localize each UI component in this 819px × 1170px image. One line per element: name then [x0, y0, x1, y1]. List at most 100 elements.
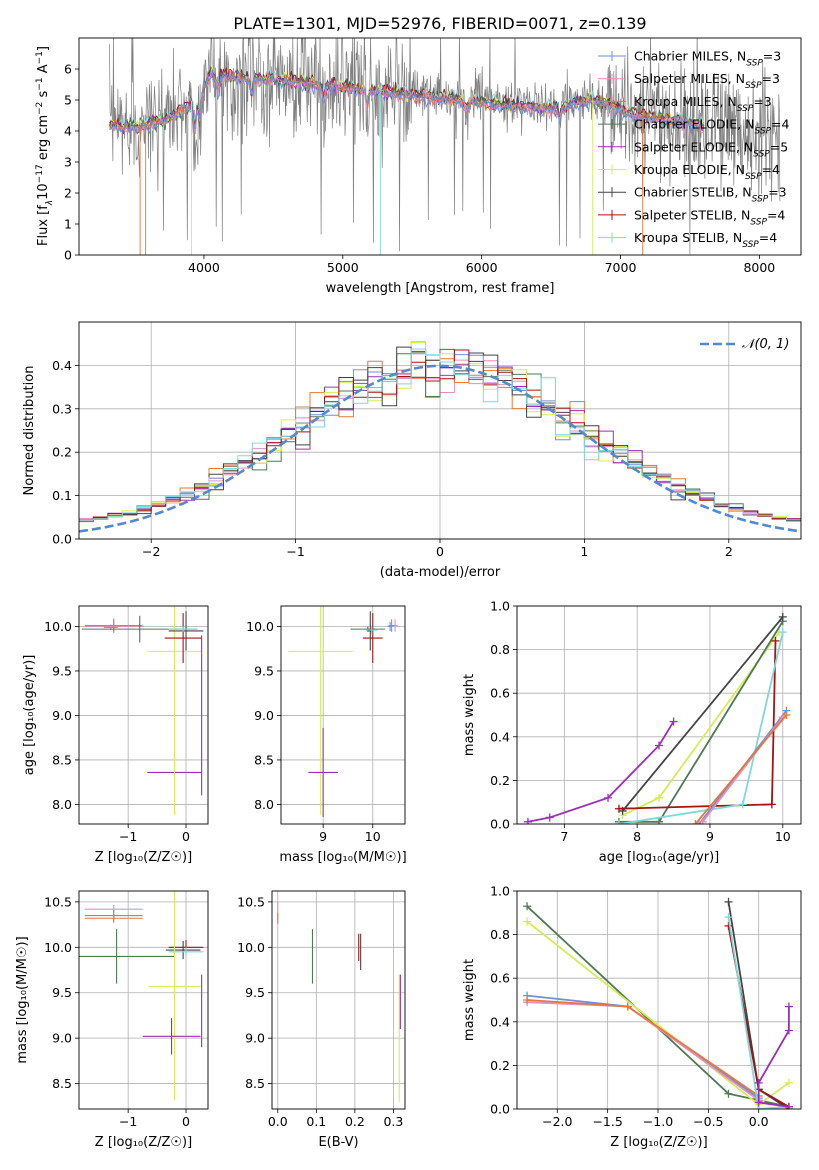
spectrum-xtick-label: 4000 — [188, 260, 220, 275]
residuals-ytick-label: 0.1 — [52, 488, 72, 503]
age_vs_mass-ticks: 9 10 8.0 8.5 9.0 9.5 10.0 — [246, 619, 381, 844]
weight_vs_age-marker-salpeter-elodie — [604, 793, 613, 802]
mass_vs_EBV-xtick-label: 0.0 — [268, 1114, 288, 1129]
spectrum-ylabel-part: λ — [45, 200, 55, 206]
mass_vs_Z-xlabel: Z [log₁₀(Z/Z☉)] — [95, 1135, 192, 1150]
spectrum-ytick-label: 1 — [64, 217, 72, 232]
mass_vs_EBV-ytick-label: 9.5 — [245, 985, 265, 1000]
residuals-axes: −2 −1 0 1 2 0.0 0.1 0.2 0.3 0.4 (data-model)/error… — [22, 321, 802, 580]
residuals-ytick-label: 0.3 — [52, 401, 72, 416]
legend-label-sub: SSP — [745, 172, 762, 182]
spectrum-model-chabrier-miles — [109, 70, 705, 136]
weight_vs_age-marker-salpeter-stelib — [771, 636, 780, 645]
age_vs_mass-xlabel: mass [log₁₀(M/M☉)] — [279, 850, 406, 865]
residuals-ytick-label: 0.4 — [52, 358, 72, 373]
mass_vs_EBV-ticks: 0.0 0.1 0.2 0.3 8.5 9.0 9.5 10.0 10.5 — [237, 894, 403, 1129]
weight_vs_age-ytick-label: 0.2 — [490, 773, 510, 788]
residuals-xtick-label: 2 — [725, 544, 733, 559]
weight_vs_age-xtick-label: 10 — [775, 829, 791, 844]
residuals-xtick-label: 1 — [580, 544, 588, 559]
mass_vs_Z-grid — [79, 891, 208, 1109]
age_vs_Z-ytick-label: 8.5 — [52, 752, 72, 767]
weight_vs_age-line-kroupa-elodie — [622, 631, 780, 817]
legend-label-salpeter-stelib: Salpeter STELIB, NSSP=4 — [634, 207, 785, 227]
mass_vs_EBV-ytick-label: 9.0 — [245, 1031, 265, 1046]
legend-label-sub: SSP — [752, 195, 769, 205]
age_vs_Z-ytick-label: 8.0 — [52, 797, 72, 812]
age_vs_Z-ylabel: age [log₁₀(age/yr)] — [22, 655, 37, 776]
mass_vs_Z-ticks: −1 0 8.5 9.0 9.5 10.0 10.5 — [44, 894, 190, 1129]
spectrum-ylabel-part: s — [36, 90, 51, 101]
weight_vs_Z-xtick-label: −1.5 — [592, 1114, 622, 1129]
legend-label-sub: SSP — [745, 81, 762, 91]
age_vs_Z-plot — [81, 606, 204, 816]
weight_vs_Z-marker-chabrier-elodie — [724, 1089, 733, 1098]
mass_vs_EBV-grid — [272, 891, 405, 1109]
residuals-ylabel: Normed distribution — [22, 366, 37, 496]
weight_vs_Z-marker-salpeter-elodie — [784, 1026, 793, 1035]
weight_vs_Z-xtick-label: 0.0 — [749, 1114, 769, 1129]
mass_vs_EBV-axes: 0.0 0.1 0.2 0.3 8.5 9.0 9.5 10.0 10.5 E(B-V) — [237, 890, 406, 1150]
weight_vs_age-ticks: 7 8 9 10 0.0 0.2 0.4 0.6 0.8 1.0 — [490, 599, 791, 845]
mass_vs_Z-frame — [78, 890, 209, 1110]
weight_vs_Z-axes: −2.0 −1.5 −1.0 −0.5 0.0 0.0 0.2 0.4 0.6 0.8 1.0 Z [… — [462, 884, 802, 1150]
mass_vs_EBV-plot — [277, 901, 401, 1102]
legend-label-chabrier-stelib: Chabrier STELIB, NSSP=3 — [634, 185, 787, 205]
weight_vs_age-axes: 7 8 9 10 0.0 0.2 0.4 0.6 0.8 1.0 age [log₁₀(age/yr… — [462, 599, 802, 865]
weight_vs_age-marker-salpeter-miles — [698, 817, 707, 824]
weight_vs_Z-xtick-label: −2.0 — [542, 1114, 572, 1129]
legend-label-chabrier-elodie: Chabrier ELODIE, NSSP=4 — [634, 117, 789, 137]
residuals-ytick-label: 0.0 — [52, 532, 72, 547]
mass_vs_Z-ylabel: mass [log₁₀(M/M☉)] — [15, 936, 30, 1063]
age_vs_mass-axes: 9 10 8.0 8.5 9.0 9.5 10.0 mass [log₁₀(M/M☉)] — [246, 605, 407, 865]
legend-label-n: =5 — [770, 139, 788, 154]
legend-label-text: Salpeter STELIB, N — [634, 207, 750, 222]
age_vs_mass-ytick-label: 9.0 — [254, 708, 274, 723]
weight_vs_age-marker-kroupa-stelib — [778, 628, 787, 637]
age_vs_mass-xtick-label: 9 — [319, 829, 327, 844]
residuals-ticks: −2 −1 0 1 2 0.0 0.1 0.2 0.3 0.4 — [52, 358, 733, 559]
weight_vs_age-marker-kroupa-miles — [782, 711, 791, 719]
legend-label-text: Salpeter ELODIE, N — [634, 139, 753, 154]
weight_vs_Z-marker-kroupa-stelib — [724, 913, 733, 922]
mass_vs_Z-xtick-label: −1 — [119, 1114, 137, 1129]
legend-label-text: Kroupa MILES, N — [634, 94, 737, 109]
mass_vs_EBV-frame — [271, 890, 406, 1110]
weight_vs_Z-marker-salpeter-elodie — [754, 1098, 763, 1107]
weight_vs_age-ytick-label: 0.8 — [490, 642, 510, 657]
residual-hist-kroupa-elodie — [79, 342, 801, 521]
mass_vs_Z-ytick-label: 10.0 — [44, 940, 72, 955]
spectrum-xlabel: wavelength [Angstrom, rest frame] — [326, 281, 555, 296]
weight_vs_age-line-chabrier-stelib — [621, 616, 784, 812]
weight_vs_age-marker-salpeter-stelib — [767, 800, 776, 809]
mass_vs_Z-ytick-label: 9.0 — [52, 1031, 72, 1046]
spectrum-ylabel-part: ] — [36, 46, 51, 51]
age_vs_Z-ytick-label: 9.0 — [52, 708, 72, 723]
weight_vs_Z-ytick-label: 0.4 — [490, 1014, 510, 1029]
weight_vs_age-plot — [523, 612, 791, 824]
age_vs_mass-ytick-label: 8.0 — [254, 797, 274, 812]
spectrum-model-salpeter-elodie — [109, 68, 705, 135]
residual-hist-salpeter-stelib — [79, 349, 801, 521]
residuals-legend: 𝒩(0, 1) — [700, 337, 789, 352]
spectrum-plot — [109, 38, 781, 255]
spectrum-ylabel-part: 10 — [36, 183, 51, 200]
weight_vs_Z-ylabel: mass weight — [462, 959, 477, 1041]
weight_vs_Z-marker-kroupa-elodie — [523, 917, 532, 926]
weight_vs_Z-ytick-label: 0.2 — [490, 1058, 510, 1073]
weight_vs_age-marker-kroupa-stelib — [738, 800, 747, 809]
legend-label-n: =3 — [762, 71, 780, 86]
legend-label-sub: SSP — [737, 104, 754, 114]
weight_vs_Z-marker-chabrier-stelib — [724, 897, 733, 906]
weight_vs_age-frame — [516, 605, 802, 825]
legend-label-chabrier-miles: Chabrier MILES, NSSP=3 — [634, 49, 781, 69]
weight_vs_Z-ytick-label: 0.8 — [490, 927, 510, 942]
spectrum-ylabel: Flux [fλ10−17 erg cm−2 s−1 A−1] — [35, 46, 55, 246]
age_vs_Z-frame — [78, 605, 209, 825]
weight_vs_Z-xtick-label: −0.5 — [693, 1114, 723, 1129]
legend-label-sub: SSP — [750, 217, 767, 227]
legend-label-n: =4 — [759, 230, 777, 245]
weight_vs_Z-marker-salpeter-elodie — [784, 1002, 793, 1011]
spectrum-ytick-label: 5 — [64, 93, 72, 108]
age_vs_mass-frame — [280, 605, 406, 825]
